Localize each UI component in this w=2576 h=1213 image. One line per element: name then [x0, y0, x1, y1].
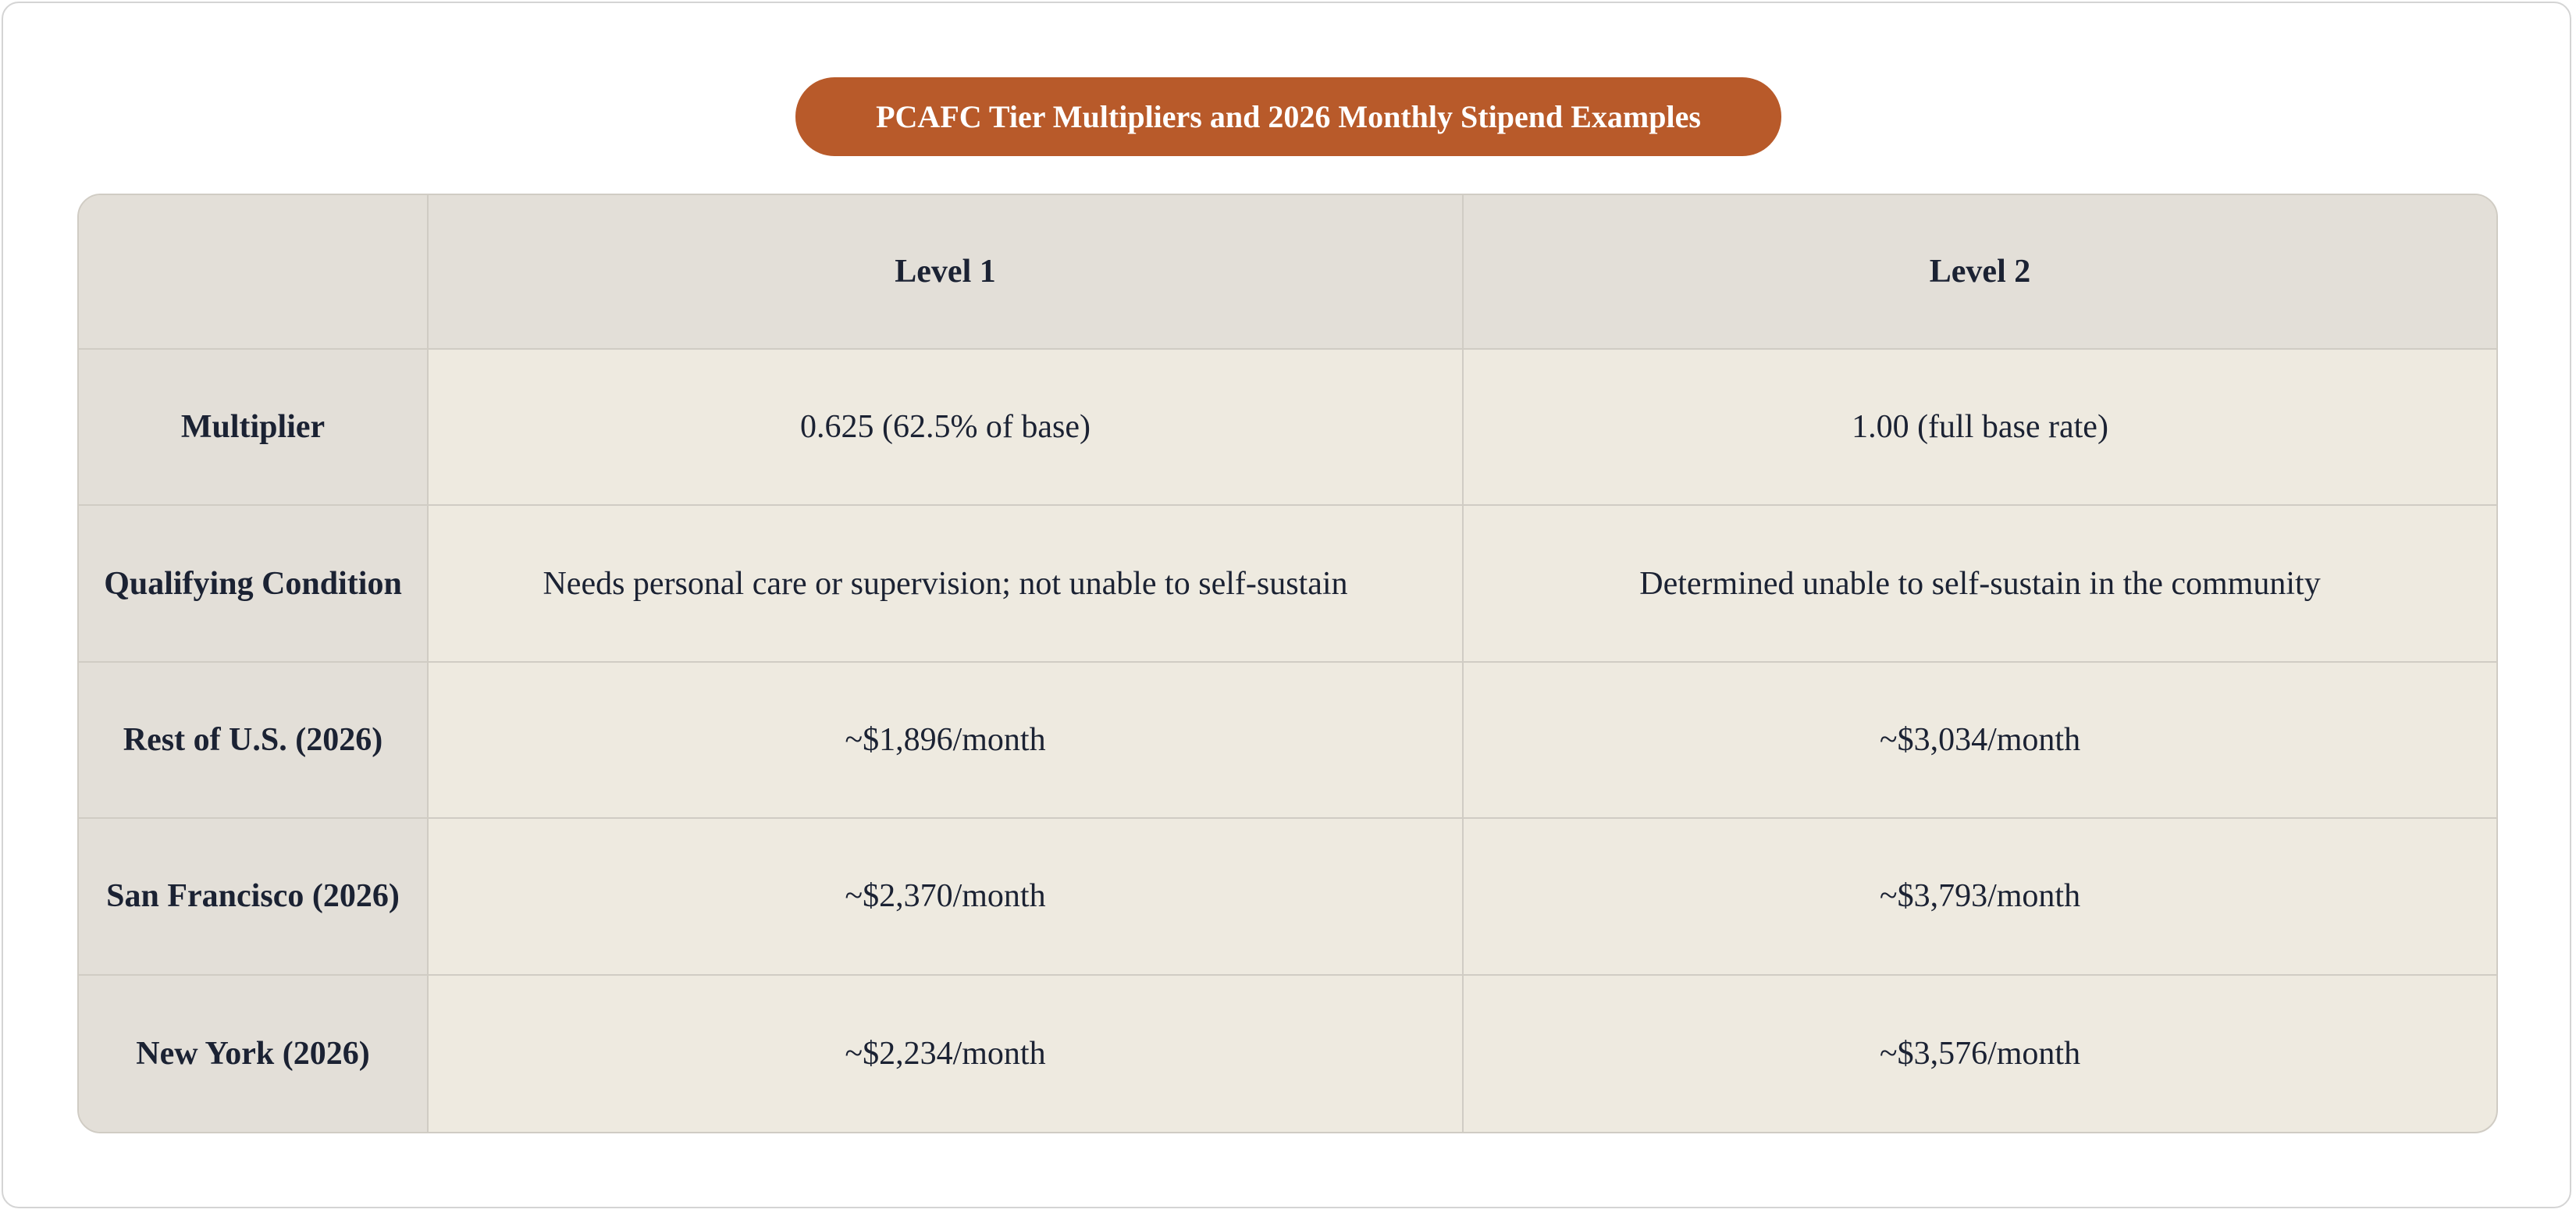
table-cell: ~$3,576/month — [1879, 1035, 2081, 1072]
table-cell: ~$2,234/month — [429, 975, 1464, 1132]
row-label: Multiplier — [79, 350, 429, 507]
title-pill: PCAFC Tier Multipliers and 2026 Monthly … — [795, 77, 1781, 156]
table-cell: Needs personal care or supervision; not … — [429, 506, 1464, 663]
table-cell: 1.00 (full base rate) — [1464, 350, 2496, 507]
row-label: Rest of U.S. (2026) — [79, 662, 429, 820]
table-cell: Determined unable to self-sustain in the… — [1464, 506, 2496, 663]
table: Level 1 Level 2 Multiplier 0.625 (62.5% of … — [77, 194, 2498, 1133]
row-label: San Francisco (2026) — [79, 819, 429, 976]
column-header: Level 2 — [1464, 195, 2496, 350]
table-cell: ~$3,793/month — [1464, 819, 2496, 976]
table-cell: ~$2,370/month — [429, 819, 1464, 976]
row-label: Qualifying Condition — [79, 506, 429, 663]
column-header: Level 1 — [429, 195, 1464, 350]
row-label: New York (2026) — [79, 975, 429, 1132]
table-cell: ~$3,034/month — [1464, 663, 2496, 820]
header-corner — [79, 195, 429, 350]
table-cell: 0.625 (62.5% of base) — [429, 350, 1464, 507]
table-cell: ~$1,896/month — [429, 662, 1464, 820]
